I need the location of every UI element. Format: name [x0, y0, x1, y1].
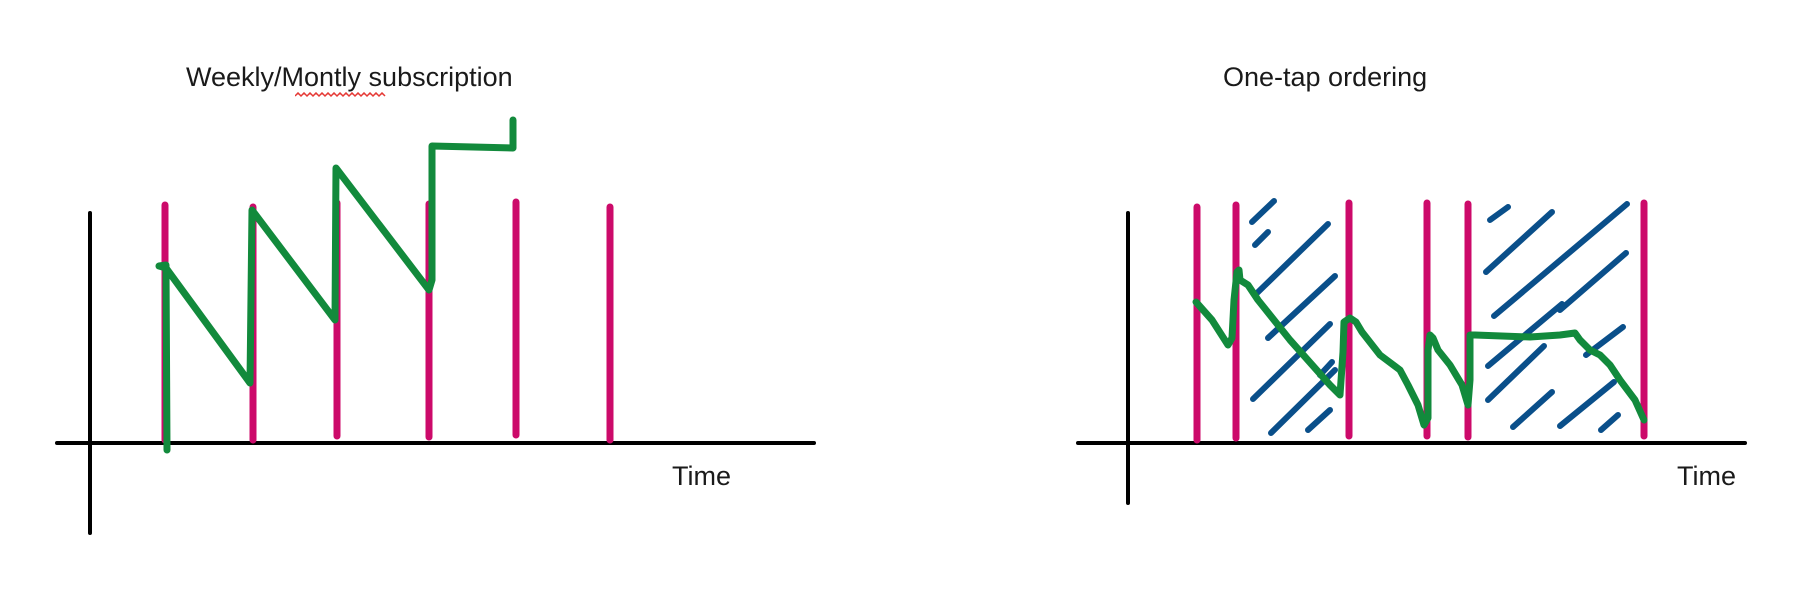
hatch-stroke — [1598, 412, 1621, 433]
subscription-title-text: Weekly/Montly subscription — [186, 62, 513, 92]
spellcheck-squiggle — [295, 92, 386, 98]
hatch-stroke — [1557, 250, 1629, 313]
one-tap-x-axis-label: Time — [1677, 463, 1736, 490]
subscription-axes — [55, 211, 816, 535]
hatch-stroke — [1510, 389, 1555, 430]
one-tap-inventory-line — [1192, 266, 1648, 429]
hatch-stroke — [1250, 321, 1333, 402]
subscription-inventory-line — [155, 116, 517, 454]
one-tap-x-axis-label-text: Time — [1677, 461, 1736, 491]
one-tap-title: One-tap ordering — [1223, 64, 1427, 91]
one-tap-axes — [1076, 211, 1747, 505]
one-tap-panel — [1076, 198, 1747, 505]
subscription-x-axis-label-text: Time — [672, 461, 731, 491]
hatch-stroke — [1483, 209, 1555, 275]
hatch-stroke — [1557, 379, 1617, 429]
hatch-stroke — [1253, 221, 1331, 297]
subscription-title: Weekly/Montly subscription — [186, 64, 513, 91]
one-tap-title-text: One-tap ordering — [1223, 62, 1428, 92]
hatch-stroke — [1485, 343, 1547, 403]
hatch-stroke — [1252, 229, 1271, 248]
hatch-stroke — [1305, 407, 1333, 433]
subscription-x-axis-label: Time — [672, 463, 731, 490]
subscription-panel — [55, 116, 816, 535]
one-tap-hatching — [1249, 198, 1630, 436]
hatch-stroke — [1491, 201, 1630, 319]
hatch-stroke — [1487, 204, 1511, 223]
hatch-stroke — [1249, 198, 1277, 225]
